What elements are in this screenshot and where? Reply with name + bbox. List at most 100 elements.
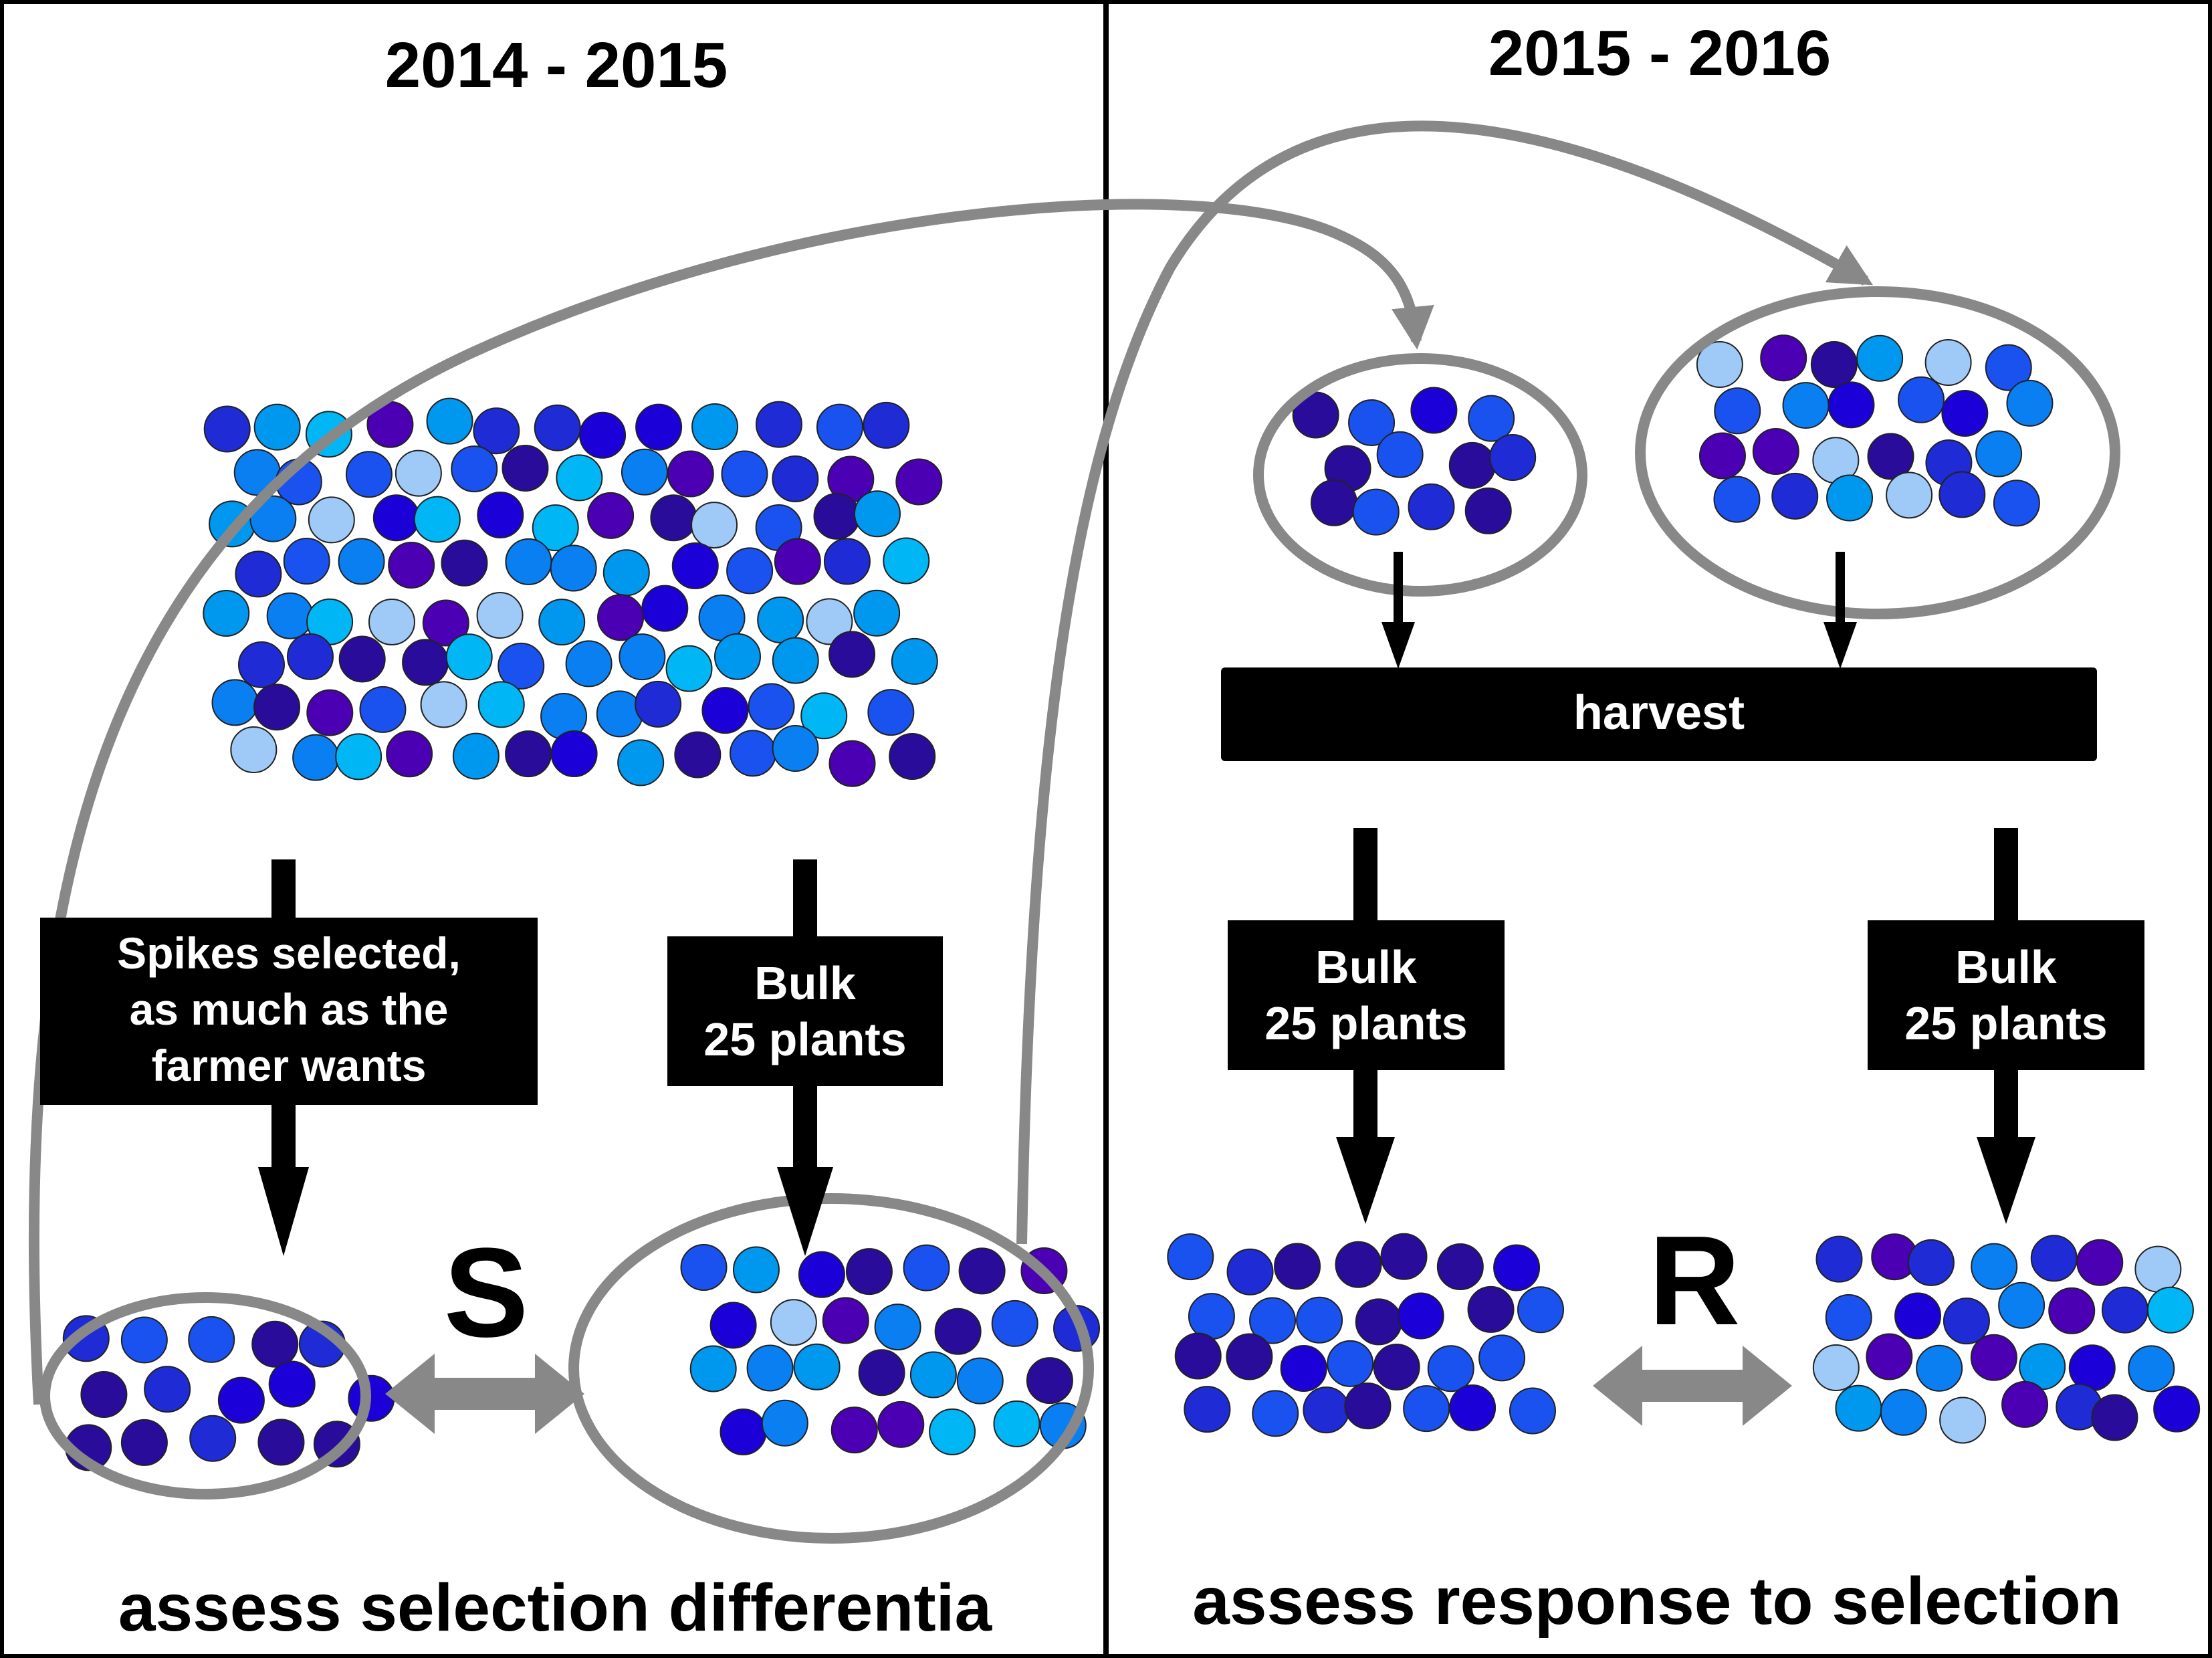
bulk-bulk-box-line-2: 25 plants (1904, 997, 2107, 1049)
plant-dot (452, 732, 500, 780)
plant-dot (1403, 1385, 1450, 1433)
plant-dot (713, 633, 761, 680)
plant-dot (877, 1401, 925, 1448)
plant-dot (120, 1419, 168, 1466)
right-panel-caption: assess response to selection (1192, 1564, 2122, 1639)
plant-dot (650, 494, 697, 542)
plant-dot (283, 538, 330, 585)
plant-dot (958, 1247, 1006, 1295)
response-label: R (1648, 1210, 1740, 1352)
plant-dot (189, 1415, 237, 1462)
plant-dot (402, 639, 449, 686)
plant-dot (1448, 441, 1496, 489)
plant-dot (798, 1251, 845, 1298)
plant-dot (2153, 1385, 2201, 1433)
selection-differential-arrow (385, 1354, 584, 1434)
plant-dot (308, 496, 355, 544)
plant-dot (445, 633, 493, 681)
plant-dot (2091, 1394, 2138, 1441)
plant-dot (689, 1345, 737, 1392)
plant-dot (505, 730, 552, 778)
plant-dot (1771, 472, 1819, 520)
plant-dot (286, 633, 334, 680)
plant-dot (1188, 1293, 1235, 1340)
plant-dot (1898, 376, 1945, 423)
response-arrow (1593, 1346, 1792, 1426)
plant-dot (1856, 334, 1904, 382)
plant-dot (1916, 1344, 1963, 1392)
plant-dot (473, 407, 520, 455)
harvest-bar (1221, 667, 2097, 761)
plant-dot (772, 637, 819, 684)
plant-dot (1373, 1344, 1420, 1391)
plant-dot (235, 550, 282, 598)
plant-dot (1760, 334, 1807, 382)
plant-dot (1993, 480, 2040, 527)
plant-dot (641, 585, 689, 632)
plant-dot (889, 732, 936, 780)
plant-dot (1468, 395, 1515, 442)
plant-dot (217, 1376, 265, 1424)
plant-dot (680, 1243, 728, 1291)
plant-dot (621, 448, 668, 496)
plant-dot (1489, 434, 1537, 482)
selected-to-harvest-arrow (1381, 552, 1415, 669)
plant-dot (1449, 1384, 1497, 1431)
plant-dot (1464, 487, 1512, 534)
plant-dot (956, 1357, 1004, 1405)
plant-dot (1924, 339, 1972, 387)
selected-bulk-box-line-1: Bulk (1315, 941, 1417, 993)
plant-dot (2076, 1239, 2124, 1286)
plant-dot (579, 411, 627, 459)
plant-dot (828, 740, 876, 787)
plant-dot (822, 1297, 869, 1344)
plant-dot (691, 403, 739, 451)
plant-dot (674, 731, 722, 779)
plant-dot (1427, 1345, 1474, 1392)
plant-dot (597, 594, 645, 641)
plant-dot (1941, 390, 1989, 437)
plant-dot (617, 739, 665, 787)
plant-dot (772, 455, 819, 502)
bulk-progeny-dots (1812, 1233, 2201, 1444)
bulk-bulk-box-line-1: Bulk (1955, 941, 2057, 993)
plant-dot (671, 542, 719, 590)
plant-dot (532, 504, 579, 552)
plant-dot (2001, 1380, 2049, 1428)
plant-dot (338, 635, 386, 683)
plant-dot (1467, 1285, 1515, 1333)
plant-dot (1975, 430, 2023, 478)
plant-dot (813, 492, 861, 540)
plant-dot (1026, 1357, 1073, 1405)
plant-dot (1184, 1386, 1231, 1433)
plant-dot (1943, 1298, 1990, 1345)
plant-dot (823, 538, 871, 585)
plant-dot (2048, 1287, 2096, 1334)
plant-dot (144, 1366, 191, 1413)
plant-dot (1280, 1344, 1327, 1392)
bulk-sample-ellipse (568, 1193, 1094, 1544)
plant-dot (451, 445, 498, 493)
bulk-to-harvest-arrow (1823, 552, 1857, 669)
plant-dot (720, 1408, 767, 1455)
plant-dot (502, 444, 549, 492)
plant-dot (538, 599, 586, 646)
plant-dot (993, 1400, 1040, 1447)
plant-dot (211, 679, 259, 726)
plant-dot (991, 1300, 1038, 1347)
selected-progeny-dots (1167, 1233, 1565, 1437)
plant-dot (338, 538, 385, 585)
plant-dot (550, 544, 597, 592)
plant-dot (709, 1302, 757, 1349)
plant-dot (565, 640, 613, 688)
plant-dot (691, 502, 738, 549)
plant-dot (441, 539, 488, 587)
plant-dot (635, 403, 683, 451)
plant-dot (1696, 341, 1743, 389)
plant-dot (477, 491, 524, 538)
plant-dot (2128, 1345, 2175, 1392)
plant-dot (253, 684, 301, 731)
plant-dot (426, 397, 473, 445)
plant-dot (619, 633, 666, 681)
left-panel-caption: assess selection differentia (118, 1570, 993, 1645)
